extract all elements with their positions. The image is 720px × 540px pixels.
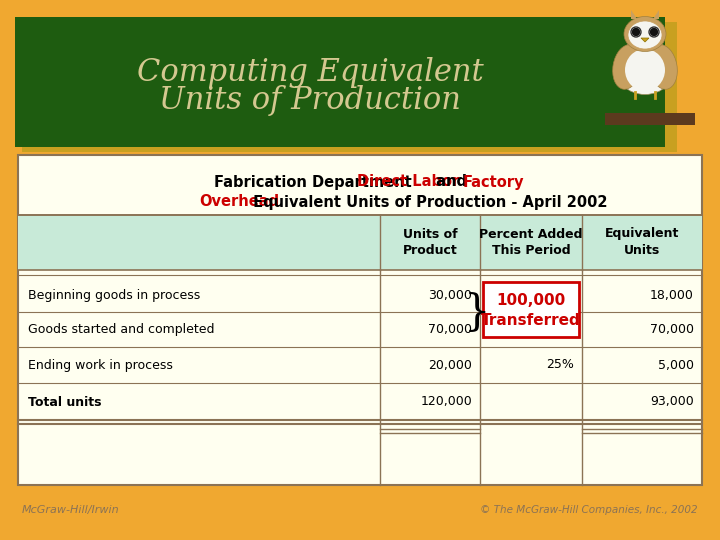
Circle shape [632, 29, 639, 36]
Ellipse shape [615, 39, 675, 94]
Bar [380, 215, 702, 270]
Text: }: } [464, 292, 490, 334]
Bar [483, 282, 579, 337]
Polygon shape [641, 38, 649, 42]
Text: 5,000: 5,000 [658, 359, 694, 372]
Text: Overhead: Overhead [199, 194, 279, 210]
Text: Ending work in process: Ending work in process [28, 359, 173, 372]
Bar [605, 113, 695, 125]
Text: 70,000: 70,000 [650, 323, 694, 336]
Text: Equivalent Units of Production - April 2002: Equivalent Units of Production - April 2… [248, 194, 608, 210]
Text: © The McGraw-Hill Companies, Inc., 2002: © The McGraw-Hill Companies, Inc., 2002 [480, 505, 698, 515]
Circle shape [650, 29, 657, 36]
Bar [18, 155, 702, 485]
Text: Computing Equivalent: Computing Equivalent [137, 57, 483, 89]
Text: 100,000: 100,000 [496, 293, 566, 308]
Ellipse shape [631, 27, 641, 37]
Ellipse shape [625, 49, 665, 91]
Text: and: and [431, 174, 472, 190]
Ellipse shape [649, 45, 678, 89]
Text: 18,000: 18,000 [650, 288, 694, 301]
Text: 70,000: 70,000 [428, 323, 472, 336]
Text: Equivalent
Units: Equivalent Units [605, 227, 679, 258]
Text: 25%: 25% [546, 359, 574, 372]
Text: Units of
Product: Units of Product [402, 227, 457, 258]
Ellipse shape [624, 17, 666, 51]
Text: Units of Production: Units of Production [159, 84, 461, 116]
Text: 93,000: 93,000 [650, 395, 694, 408]
Text: Factory: Factory [462, 174, 523, 190]
Bar [18, 215, 380, 270]
Ellipse shape [649, 27, 659, 37]
Bar [22, 22, 677, 152]
Ellipse shape [613, 45, 642, 89]
Text: McGraw-Hill/Irwin: McGraw-Hill/Irwin [22, 505, 120, 515]
Bar [15, 17, 665, 147]
Text: Transferred: Transferred [481, 313, 581, 328]
Text: Goods started and completed: Goods started and completed [28, 323, 215, 336]
Text: Fabrication Department: Fabrication Department [215, 174, 417, 190]
Text: 120,000: 120,000 [420, 395, 472, 408]
Text: Total units: Total units [28, 395, 102, 408]
Polygon shape [653, 10, 659, 19]
Text: Percent Added
This Period: Percent Added This Period [480, 227, 582, 258]
Ellipse shape [628, 21, 662, 49]
Text: 30,000: 30,000 [428, 288, 472, 301]
Text: 20,000: 20,000 [428, 359, 472, 372]
Polygon shape [631, 10, 637, 19]
Text: Beginning goods in process: Beginning goods in process [28, 288, 200, 301]
Text: Direct Labor: Direct Labor [357, 174, 459, 190]
